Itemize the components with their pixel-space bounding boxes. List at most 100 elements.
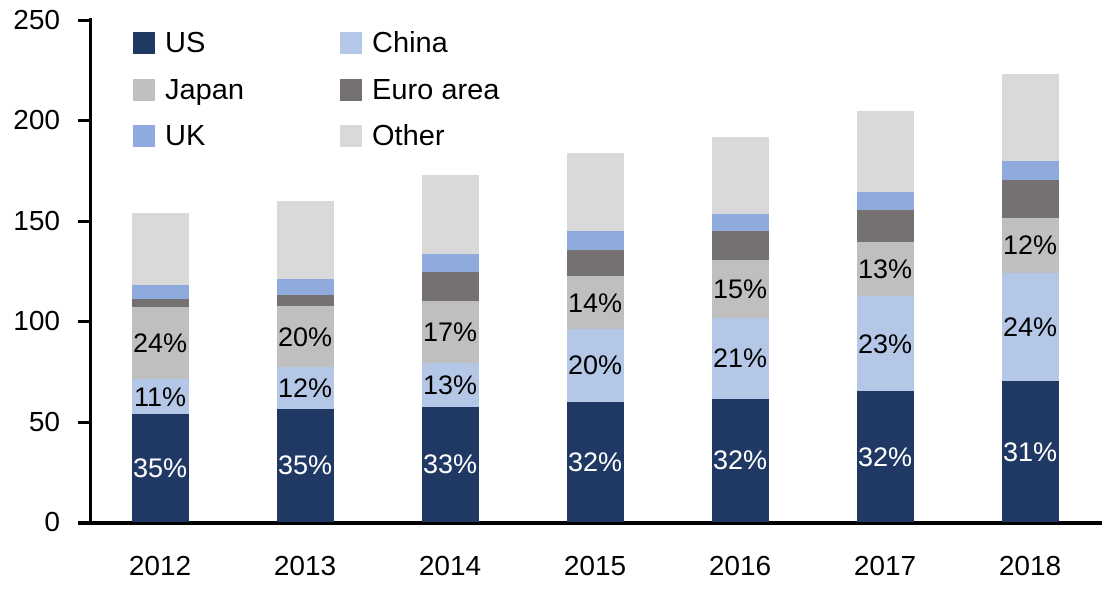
legend-swatch-uk-icon — [133, 125, 155, 147]
legend-item-china: China — [340, 27, 448, 59]
bar-segment-other-2015 — [566, 152, 624, 231]
bar-segment-us-2014 — [421, 406, 479, 522]
bar-label-china-2018: 24% — [1002, 312, 1058, 343]
y-axis-tick-label: 0 — [44, 506, 60, 537]
bar-label-us-2018: 31% — [1002, 436, 1058, 467]
bar-label-china-2016: 21% — [712, 343, 768, 374]
legend-label-euro-area: Euro area — [372, 73, 500, 106]
bar-label-japan-2015: 14% — [567, 287, 623, 318]
bar-segment-japan-2015 — [566, 276, 624, 330]
bar-label-us-2017: 32% — [857, 441, 913, 472]
bar-segment-other-2012 — [131, 212, 189, 286]
bar-segment-other-2017 — [856, 111, 914, 192]
legend-swatch-euro-area-icon — [340, 78, 362, 101]
x-axis-label-2017: 2017 — [853, 550, 917, 581]
bar-label-china-2012: 11% — [133, 381, 187, 412]
legend-swatch-japan-icon — [133, 78, 155, 101]
x-axis-label-2018: 2018 — [998, 550, 1062, 581]
legend-swatch-us-icon — [133, 32, 155, 54]
y-axis-tick-label: 150 — [13, 204, 60, 236]
bar-label-us-2014: 33% — [422, 449, 478, 480]
bar-segment-uk-2014 — [421, 253, 479, 272]
bar-segment-japan-2016 — [711, 259, 769, 319]
x-axis-line — [78, 521, 1102, 525]
bar-segment-other-2018 — [1001, 74, 1059, 161]
y-axis-tick — [78, 320, 91, 324]
bar-label-us-2012: 35% — [132, 452, 188, 483]
y-axis-tick — [78, 219, 91, 223]
legend-item-euro-area: Euro area — [340, 74, 499, 106]
bar-segment-euro-area-2018 — [1001, 179, 1059, 218]
bar-segment-us-2017 — [856, 391, 914, 522]
y-axis-tick — [78, 19, 91, 22]
bar-segment-us-2012 — [131, 413, 189, 522]
bar-label-china-2017: 23% — [857, 328, 913, 359]
bar-label-us-2016: 32% — [712, 445, 768, 476]
bar-label-us-2013: 35% — [277, 450, 333, 481]
bar-label-china-2013: 12% — [277, 372, 333, 403]
bar-segment-uk-2017 — [856, 191, 914, 210]
bar-segment-euro-area-2013 — [276, 295, 334, 307]
bar-segment-euro-area-2014 — [421, 272, 479, 302]
bar-segment-japan-2014 — [421, 301, 479, 364]
bar-segment-china-2015 — [566, 329, 624, 402]
bar-label-japan-2016: 15% — [712, 274, 768, 305]
bar-segment-euro-area-2017 — [856, 209, 914, 242]
y-axis-tick-label: 250 — [13, 4, 60, 35]
legend-item-us: US — [133, 27, 205, 59]
bar-segment-china-2017 — [856, 296, 914, 392]
bar-segment-euro-area-2016 — [711, 230, 769, 260]
x-axis-label-2016: 2016 — [708, 550, 772, 581]
y-axis-tick — [78, 420, 91, 424]
x-axis-label-2012: 2012 — [128, 550, 192, 581]
legend-label-us: US — [165, 27, 206, 59]
bar-segment-euro-area-2012 — [131, 299, 189, 308]
bar-segment-china-2014 — [421, 363, 479, 407]
y-axis-line — [89, 18, 92, 525]
y-axis-tick — [78, 119, 91, 123]
bar-segment-other-2013 — [276, 200, 334, 280]
bar-segment-euro-area-2015 — [566, 249, 624, 276]
bar-segment-uk-2016 — [711, 213, 769, 231]
bar-segment-us-2016 — [711, 398, 769, 522]
legend-label-china: China — [372, 27, 448, 59]
bar-segment-china-2018 — [1001, 273, 1059, 382]
bar-segment-china-2013 — [276, 367, 334, 409]
bar-segment-other-2014 — [421, 174, 479, 254]
legend-label-uk: UK — [165, 120, 206, 152]
bar-segment-us-2015 — [566, 401, 624, 522]
bar-segment-japan-2013 — [276, 306, 334, 368]
legend-item-other: Other — [340, 120, 445, 152]
bar-segment-uk-2018 — [1001, 160, 1059, 180]
y-axis-tick-label: 50 — [28, 405, 60, 437]
bar-segment-japan-2017 — [856, 241, 914, 297]
x-axis-label-2014: 2014 — [418, 550, 482, 581]
y-axis-tick-label: 100 — [13, 305, 60, 337]
x-axis-label-2013: 2013 — [273, 550, 337, 581]
legend-swatch-china-icon — [340, 32, 362, 54]
y-axis-tick-label: 200 — [13, 104, 60, 136]
legend-label-other: Other — [372, 120, 445, 152]
x-axis-label-2015: 2015 — [563, 550, 627, 581]
bar-label-japan-2012: 24% — [132, 328, 188, 359]
bar-segment-japan-2012 — [131, 307, 189, 380]
bar-segment-us-2013 — [276, 408, 334, 522]
bar-label-japan-2013: 20% — [277, 321, 333, 352]
bar-segment-china-2012 — [131, 379, 189, 414]
bar-label-china-2015: 20% — [567, 350, 623, 381]
bar-label-us-2015: 32% — [567, 446, 623, 477]
bar-segment-other-2016 — [711, 137, 769, 214]
bar-segment-uk-2012 — [131, 285, 189, 300]
bar-label-china-2014: 13% — [422, 369, 478, 400]
bar-segment-china-2016 — [711, 318, 769, 399]
bar-label-japan-2018: 12% — [1002, 230, 1058, 261]
bar-label-japan-2014: 17% — [422, 317, 478, 348]
legend-item-uk: UK — [133, 120, 205, 152]
legend-label-japan: Japan — [165, 73, 245, 106]
legend-swatch-other-icon — [340, 125, 362, 147]
bar-segment-japan-2018 — [1001, 217, 1059, 273]
bar-label-japan-2017: 13% — [857, 253, 913, 284]
bar-segment-uk-2013 — [276, 279, 334, 296]
legend-item-japan: Japan — [133, 74, 244, 106]
